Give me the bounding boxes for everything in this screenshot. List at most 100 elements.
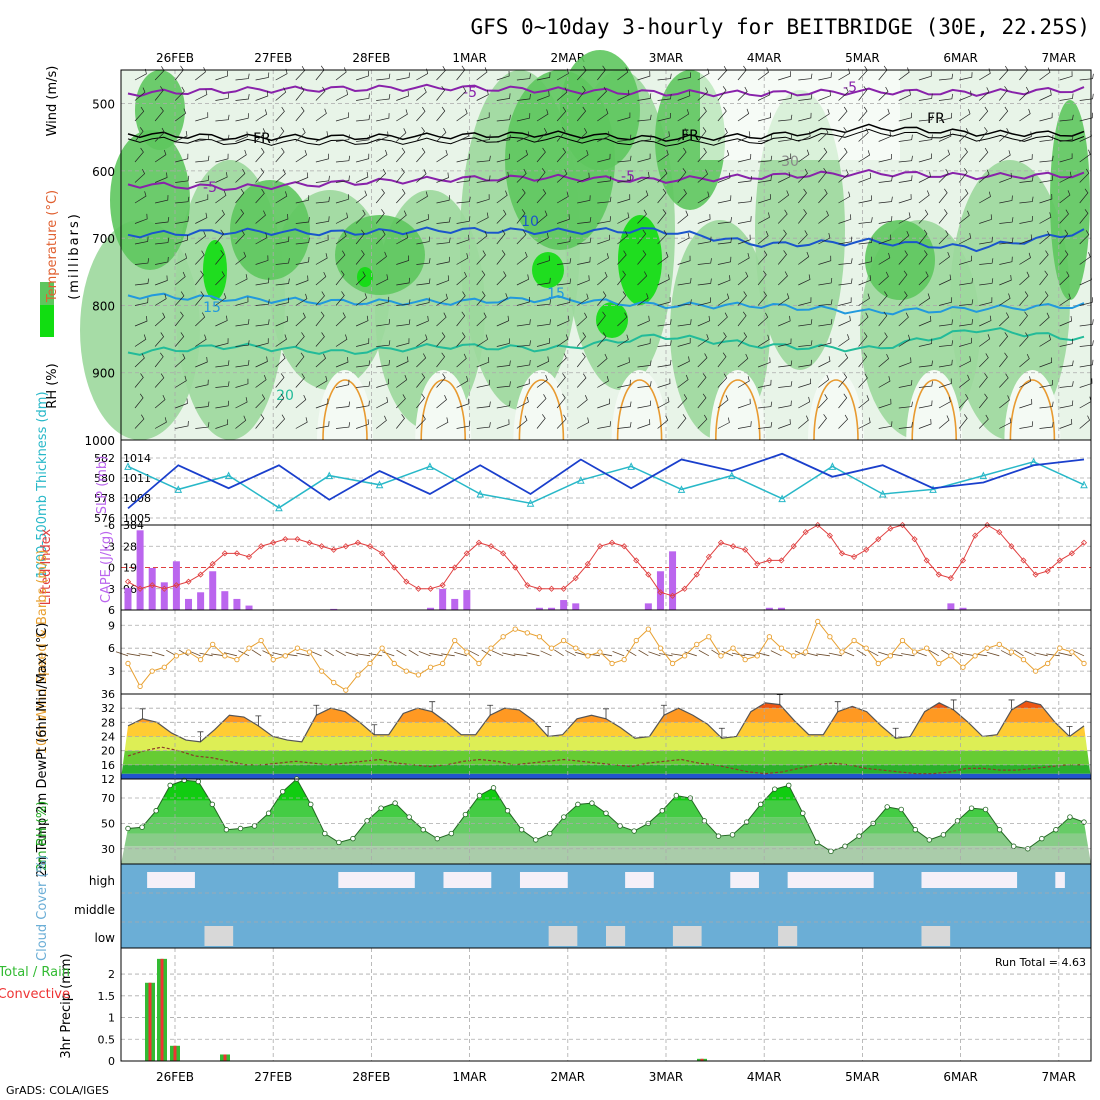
wind-barb	[1019, 332, 1029, 347]
wind-speed-marker	[597, 649, 603, 655]
rh-marker	[378, 805, 384, 811]
wind-barb	[335, 401, 351, 409]
pressure-tick-label: 700	[92, 232, 115, 246]
wind-barb	[536, 128, 548, 142]
wind-barb	[617, 270, 626, 286]
wind-barb	[978, 127, 988, 142]
wind-barb	[657, 396, 670, 409]
surface-wind-barb	[396, 649, 407, 657]
wind-barb	[1039, 212, 1052, 224]
wind-barb	[376, 113, 390, 122]
thickness-marker	[174, 485, 183, 493]
wind-barb	[818, 414, 827, 429]
ylabel-wind: Wind (m/s)	[45, 66, 60, 137]
wind-barb	[335, 250, 346, 265]
lifted-index-marker	[705, 553, 712, 560]
cape-bar	[330, 608, 338, 610]
wind-barb	[898, 270, 908, 286]
wind-barb	[355, 250, 365, 265]
rh-marker	[364, 818, 370, 824]
wind-barb	[476, 250, 486, 265]
wind-barb	[536, 90, 550, 101]
wind-speed-marker	[585, 653, 591, 659]
wind-barb	[918, 134, 933, 142]
wind-barb	[335, 89, 348, 101]
run-total-annotation: Run Total = 4.63	[995, 956, 1086, 969]
wind-speed-marker	[887, 653, 894, 659]
rh-marker	[139, 824, 145, 830]
wind-barb	[1079, 209, 1089, 224]
wind-barb	[375, 415, 387, 429]
wind-barb	[818, 90, 831, 101]
wind-barb	[697, 106, 707, 122]
wind-barb	[1019, 108, 1031, 122]
lifted-index-marker	[439, 582, 446, 589]
wind-speed-marker	[185, 649, 192, 655]
wind-barb	[255, 319, 270, 327]
wind-barb	[959, 277, 973, 286]
wind-barb	[1079, 378, 1093, 388]
wind-barb	[154, 86, 164, 101]
wind-barb	[758, 401, 773, 409]
wind-barb	[195, 250, 205, 265]
wind-speed-marker	[911, 649, 918, 655]
wind-speed-marker	[827, 634, 833, 640]
cloud-low-gap	[548, 926, 578, 946]
wind-barb	[999, 275, 1012, 286]
precip-tick-label: 1.5	[98, 990, 116, 1003]
thickness-marker	[929, 485, 937, 493]
lifted-index-marker	[560, 585, 567, 592]
wind-barb	[818, 147, 828, 163]
wind-barb	[617, 67, 629, 81]
wind-barb	[677, 90, 691, 101]
isotherm-line	[127, 292, 1085, 316]
slp-tick-label: 1011	[123, 472, 151, 485]
wind-barb	[697, 147, 707, 163]
rh-marker	[673, 792, 679, 799]
wind-barb	[677, 338, 691, 347]
temp-tick-label: 36	[101, 688, 115, 701]
surface-wind-barb	[513, 653, 528, 657]
wind-barb	[798, 112, 812, 122]
wind-barb	[918, 114, 933, 122]
wind-barb	[697, 214, 711, 224]
temp-range-whisker	[487, 704, 494, 716]
wind-barb	[476, 112, 490, 122]
wind-barb	[576, 312, 588, 327]
precip-ylabel: 3hr Precip (mm)	[59, 953, 74, 1058]
wind-barb	[516, 93, 531, 101]
wind-barb	[556, 373, 566, 388]
wind-barb	[295, 86, 305, 101]
wind-barb	[175, 253, 188, 265]
wind-barb	[396, 338, 410, 347]
wind-barb	[436, 85, 446, 101]
wind-barb	[416, 393, 425, 409]
cape-bar	[463, 590, 471, 610]
wind-speed-marker	[548, 645, 555, 651]
wind-barb	[717, 86, 727, 101]
cape-bar	[644, 603, 652, 610]
surface-wind-barb	[262, 650, 274, 657]
wind-barb	[195, 356, 208, 368]
wind-barb	[275, 169, 286, 183]
thickness-marker	[325, 471, 334, 480]
wind-background	[121, 610, 1091, 694]
lifted-index-marker	[354, 539, 361, 546]
rh-marker	[772, 786, 778, 792]
wind-barb	[737, 353, 749, 368]
wind-barb	[516, 168, 527, 183]
wind-barb	[134, 236, 149, 245]
wind-barb	[878, 153, 892, 163]
wind-barb	[858, 106, 868, 122]
wind-barb	[195, 422, 210, 429]
wind-barb	[235, 94, 250, 101]
surface-wind-barb	[951, 651, 964, 657]
lifted-index-marker	[972, 532, 979, 539]
wind-barb	[215, 419, 229, 429]
wind-barb	[818, 128, 829, 142]
wind-barb	[1059, 418, 1073, 429]
wind-barb	[496, 153, 510, 163]
wind-barb	[1019, 291, 1029, 306]
wind-barb	[335, 155, 351, 163]
wind-barb	[275, 213, 289, 224]
